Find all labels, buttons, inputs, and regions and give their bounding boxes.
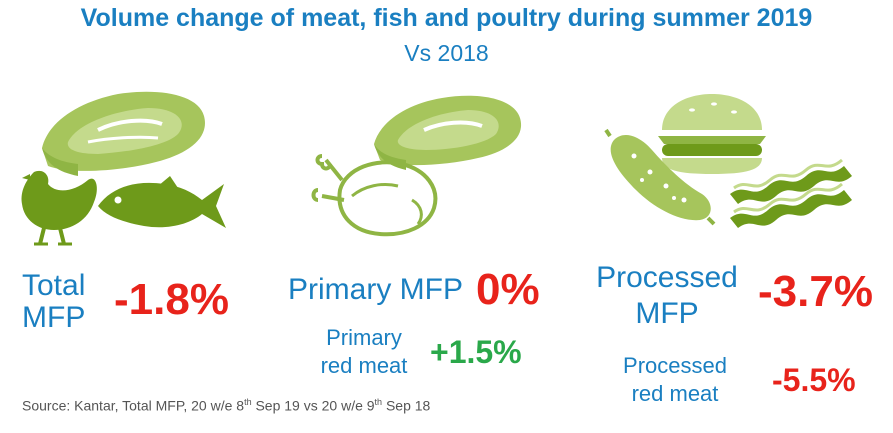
chicken-icon	[21, 170, 97, 246]
roast-chicken-icon	[311, 154, 438, 237]
processed-mfp-label: Processed MFP	[596, 262, 738, 330]
total-mfp-label-line2: MFP	[22, 301, 86, 334]
bacon-icon	[730, 158, 852, 228]
source-text-a: Source: Kantar, Total MFP, 20 w/e 8	[22, 397, 245, 414]
sausage-icon	[604, 128, 716, 226]
total-mfp-label-line1: Total	[22, 269, 86, 302]
source-sup-a: th	[244, 397, 252, 407]
source-footnote: Source: Kantar, Total MFP, 20 w/e 8th Se…	[22, 397, 430, 414]
processed-red-meat-label-line2: red meat	[631, 381, 719, 406]
primary-red-meat-label-line1: Primary	[326, 325, 402, 350]
primary-red-meat-label: Primary red meat	[314, 324, 414, 380]
primary-red-meat-label-line2: red meat	[320, 353, 408, 378]
source-text-c: Sep 18	[382, 397, 431, 414]
source-sup-b: th	[374, 397, 383, 407]
processed-mfp-value: -3.7%	[758, 267, 873, 316]
processed-mfp-label-line2: MFP	[635, 297, 699, 330]
total-mfp-value: -1.8%	[114, 275, 229, 324]
total-mfp-label: Total MFP	[22, 270, 85, 334]
processed-red-meat-label: Processed red meat	[612, 352, 738, 408]
chart-subtitle: Vs 2018	[404, 40, 489, 66]
processed-mfp-label-line1: Processed	[596, 261, 738, 294]
primary-mfp-label: Primary MFP	[288, 273, 463, 306]
processed-red-meat-label-line1: Processed	[623, 353, 727, 378]
primary-red-meat-value: +1.5%	[430, 334, 522, 370]
processed-red-meat-value: -5.5%	[772, 362, 856, 398]
primary-mfp-value: 0%	[476, 265, 540, 314]
burger-icon	[658, 94, 766, 174]
source-text-b: Sep 19 vs 20 w/e 9	[251, 397, 375, 414]
steak-icon	[42, 91, 205, 176]
chart-title: Volume change of meat, fish and poultry …	[80, 4, 813, 32]
fish-icon	[98, 176, 226, 228]
